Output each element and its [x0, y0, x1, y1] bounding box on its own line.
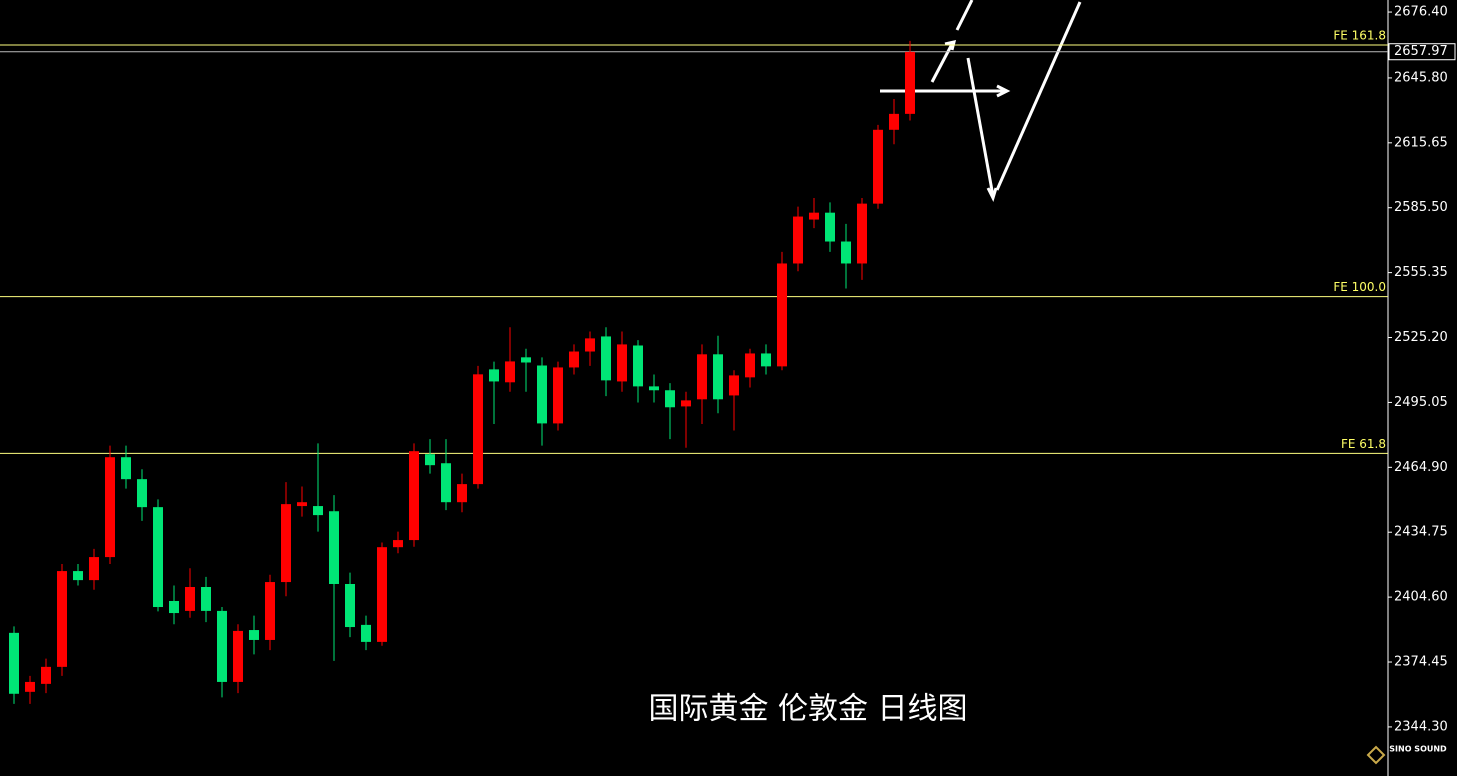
- candle-body: [265, 582, 275, 640]
- fe-level-label: FE 61.8: [1341, 437, 1386, 451]
- y-tick-label: 2615.65: [1394, 135, 1448, 150]
- candle-body: [873, 129, 883, 204]
- candle-body: [649, 386, 659, 391]
- candle-body: [361, 624, 371, 642]
- candle-body: [729, 375, 739, 396]
- candle-body: [809, 212, 819, 220]
- candle-body: [105, 457, 115, 558]
- watermark: SINO SOUND: [1389, 745, 1447, 754]
- candle-body: [25, 681, 35, 692]
- candle-body: [585, 338, 595, 352]
- fe-level-label: FE 100.0: [1333, 280, 1386, 294]
- candle-body: [457, 484, 467, 503]
- forecast-arrows: [880, 0, 1082, 203]
- y-tick-label: 2434.75: [1394, 525, 1448, 540]
- candle-body: [201, 587, 211, 611]
- candle-body: [905, 51, 915, 114]
- candle-body: [713, 354, 723, 400]
- candle-body: [841, 241, 851, 264]
- candle-body: [217, 610, 227, 682]
- candle-body: [41, 666, 51, 684]
- candle-body: [137, 479, 147, 508]
- y-tick-label: 2374.45: [1394, 655, 1448, 670]
- candle-body: [281, 504, 291, 583]
- candle-body: [377, 547, 387, 642]
- candle-body: [793, 216, 803, 264]
- candle-body: [569, 351, 579, 368]
- candle-body: [185, 587, 195, 611]
- candle-body: [425, 454, 435, 466]
- candle-body: [601, 336, 611, 381]
- y-tick-label: 2555.35: [1394, 265, 1448, 280]
- candle-body: [857, 203, 867, 264]
- candle-body: [537, 365, 547, 424]
- candle-body: [697, 354, 707, 400]
- candle-body: [409, 451, 419, 541]
- candle-body: [633, 345, 643, 387]
- last-price-box: [1388, 43, 1456, 61]
- candle-body: [825, 212, 835, 242]
- candle-body: [777, 263, 787, 367]
- last-price-label: 2657.97: [1394, 44, 1448, 59]
- candle-body: [249, 630, 259, 640]
- candle-body: [889, 113, 899, 130]
- candle-body: [489, 369, 499, 382]
- candle-body: [345, 583, 355, 628]
- candle-body: [297, 502, 307, 507]
- candle-body: [665, 390, 675, 408]
- candle-body: [89, 557, 99, 581]
- candle-body: [553, 367, 563, 424]
- candle-body: [617, 344, 627, 382]
- candle-body: [121, 457, 131, 480]
- candle-body: [393, 540, 403, 548]
- candle-body: [329, 511, 339, 584]
- candle-body: [505, 361, 515, 383]
- caption: 国际黄金 伦敦金 日线图: [648, 692, 967, 727]
- candle-body: [521, 357, 531, 363]
- candle-body: [313, 506, 323, 516]
- y-tick-label: 2585.50: [1394, 200, 1448, 215]
- logo-icon: [1366, 745, 1386, 765]
- candle-body: [441, 463, 451, 503]
- candle-body: [153, 507, 163, 608]
- candle-body: [473, 374, 483, 485]
- y-tick-label: 2464.90: [1394, 460, 1448, 475]
- candle-body: [57, 571, 67, 667]
- candle-body: [73, 571, 83, 581]
- candle-body: [745, 353, 755, 378]
- candle-body: [761, 353, 771, 367]
- y-tick-label: 2404.60: [1394, 590, 1448, 605]
- y-tick-label: 2525.20: [1394, 330, 1448, 345]
- candle-body: [233, 630, 243, 682]
- y-tick-label: 2495.05: [1394, 395, 1448, 410]
- y-tick-label: 2344.30: [1394, 719, 1448, 734]
- candle-body: [169, 600, 179, 614]
- y-tick-label: 2645.80: [1394, 70, 1448, 85]
- candle-body: [681, 400, 691, 407]
- candle-body: [9, 632, 19, 694]
- y-tick-label: 2676.40: [1394, 5, 1448, 20]
- fe-level-label: FE 161.8: [1333, 28, 1386, 42]
